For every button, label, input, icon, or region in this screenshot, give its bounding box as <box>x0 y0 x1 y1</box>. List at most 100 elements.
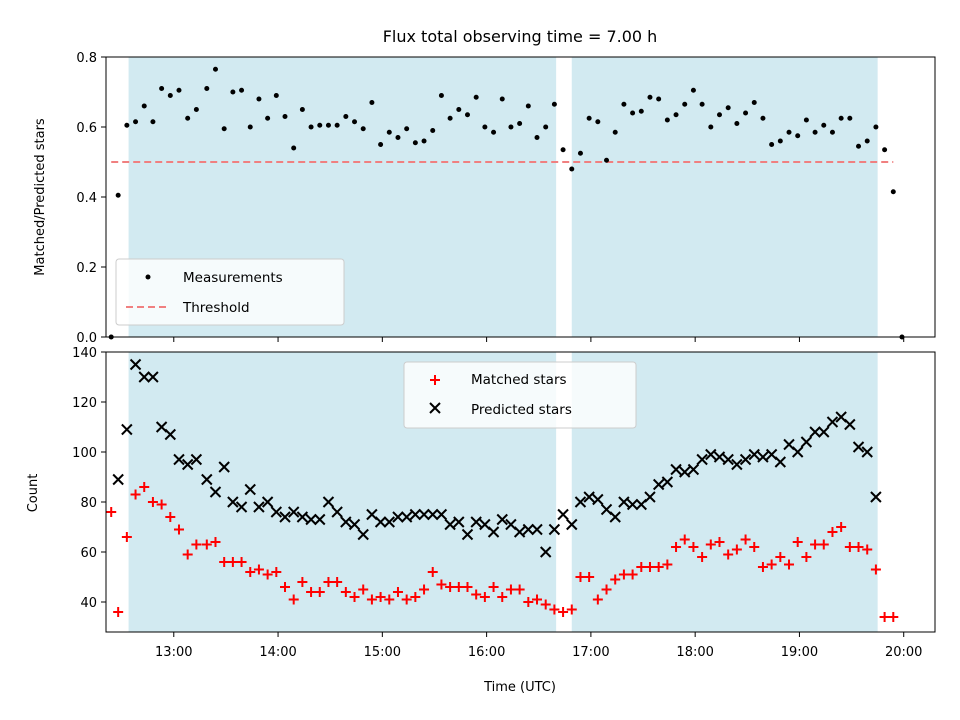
x-tick-label: 16:00 <box>468 645 505 660</box>
predicted-star-point <box>566 518 578 531</box>
measurement-point <box>167 93 173 98</box>
measurement-point <box>534 135 540 140</box>
legend-label-matched: Matched stars <box>471 372 567 388</box>
matched-star-point <box>245 567 256 577</box>
measurement-point <box>334 122 340 128</box>
matched-star-point <box>436 579 447 590</box>
predicted-star-point <box>121 423 133 436</box>
predicted-star-point <box>722 453 734 466</box>
matched-star-point <box>723 549 734 560</box>
matched-star-point <box>801 552 812 562</box>
matched-star-point <box>505 584 516 595</box>
matched-star-point <box>879 612 890 622</box>
measurement-point <box>282 114 288 119</box>
predicted-star-point <box>618 496 630 508</box>
matched-star-point <box>106 507 117 517</box>
measurement-point <box>273 93 279 98</box>
measurement-point <box>743 110 749 116</box>
predicted-star-point <box>592 493 604 506</box>
measurement-point <box>193 107 199 112</box>
matched-star-point <box>392 587 403 597</box>
measurement-point <box>317 122 323 128</box>
measurement-point <box>204 86 210 91</box>
measurement-point <box>395 135 401 140</box>
measurement-point <box>847 115 853 121</box>
predicted-star-point <box>461 528 474 541</box>
matched-star-point <box>697 552 708 562</box>
predicted-star-point <box>531 523 543 536</box>
measurement-point <box>838 115 844 121</box>
matched-star-point <box>836 522 847 532</box>
y-tick-label: 60 <box>80 546 97 561</box>
matched-star-point <box>306 587 317 597</box>
bottom-y-axis-label: Count <box>26 474 41 513</box>
measurement-point <box>124 122 130 128</box>
legend-box <box>115 258 345 326</box>
legend-label-predicted: Predicted stars <box>471 402 572 418</box>
predicted-star-point <box>861 446 873 458</box>
matched-star-point <box>173 524 184 535</box>
measurement-point <box>133 119 139 125</box>
y-tick-label: 100 <box>72 446 97 461</box>
measurement-point <box>890 189 896 195</box>
measurement-point <box>473 94 479 100</box>
predicted-star-point <box>791 446 804 458</box>
predicted-star-point <box>305 513 317 526</box>
matched-star-point <box>201 539 212 550</box>
matched-star-point <box>323 577 334 587</box>
x-tick-label: 13:00 <box>155 645 192 660</box>
predicted-star-point <box>331 506 343 518</box>
matched-star-point <box>462 582 473 592</box>
y-tick-label: 140 <box>72 346 97 361</box>
legend-marker-measurements <box>145 274 151 280</box>
measurement-point <box>508 124 514 130</box>
matched-star-point <box>540 599 551 610</box>
matched-star-point <box>523 597 534 607</box>
predicted-star-point <box>661 476 674 488</box>
measurement-point <box>325 122 331 128</box>
measurement-point <box>525 103 531 109</box>
predicted-star-point <box>357 528 369 541</box>
legend-box <box>403 361 637 429</box>
predicted-star-point <box>609 511 621 523</box>
x-tick-label: 14:00 <box>259 645 296 660</box>
matched-star-point <box>749 542 760 552</box>
matched-star-point <box>375 592 386 602</box>
measurement-point <box>421 138 427 144</box>
matched-star-point <box>488 582 499 592</box>
predicted-star-point <box>314 513 326 526</box>
measurement-point <box>612 129 618 135</box>
y-tick-label: 0.2 <box>76 261 97 276</box>
matched-star-point <box>445 582 456 592</box>
top-y-axis-label: Matched/Predicted stars <box>33 118 48 276</box>
matched-star-point <box>453 582 464 592</box>
measurement-point <box>456 107 462 112</box>
predicted-star-point <box>696 453 708 466</box>
predicted-star-point <box>400 511 413 523</box>
matched-star-point <box>147 497 158 507</box>
matched-star-point <box>366 594 377 605</box>
matched-star-point <box>870 564 881 575</box>
measurement-point <box>447 115 453 121</box>
matched-star-point <box>227 557 238 567</box>
predicted-star-point <box>487 526 500 538</box>
measurement-point <box>412 140 418 146</box>
measurement-point <box>864 138 870 144</box>
predicted-star-point <box>844 418 856 431</box>
measurement-point <box>482 124 488 130</box>
predicted-star-point <box>687 463 700 476</box>
matched-star-point <box>332 577 343 587</box>
measurement-point <box>386 129 392 135</box>
predicted-star-point <box>409 508 422 521</box>
y-tick-label: 120 <box>72 396 97 411</box>
predicted-star-point <box>870 491 882 503</box>
measurement-point <box>360 126 366 132</box>
measurement-point <box>430 128 436 133</box>
y-tick-label: 0.6 <box>76 121 97 136</box>
measurement-point <box>621 101 627 107</box>
predicted-star-point <box>444 518 456 531</box>
y-tick-label: 80 <box>80 496 97 511</box>
matched-star-point <box>566 604 577 615</box>
predicted-star-point <box>270 506 283 518</box>
